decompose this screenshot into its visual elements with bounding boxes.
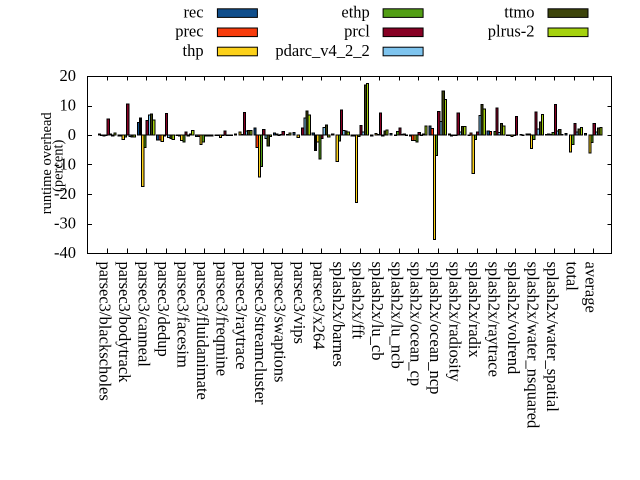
svg-text:splash2x/radix: splash2x/radix [465, 262, 484, 359]
svg-text:0: 0 [68, 125, 76, 144]
svg-text:parsec3/dedup: parsec3/dedup [154, 262, 173, 357]
svg-text:splash2x/water_nsquared: splash2x/water_nsquared [523, 262, 542, 430]
svg-text:parsec3/swaptions: parsec3/swaptions [271, 262, 290, 383]
svg-text:parsec3/x264: parsec3/x264 [310, 262, 329, 350]
svg-text:splash2x/water_spatial: splash2x/water_spatial [543, 262, 562, 413]
svg-text:parsec3/vips: parsec3/vips [290, 262, 309, 344]
svg-text:splash2x/radiosity: splash2x/radiosity [446, 262, 465, 383]
svg-text:splash2x/volrend: splash2x/volrend [504, 262, 523, 375]
svg-text:splash2x/raytrace: splash2x/raytrace [485, 262, 504, 377]
svg-text:average: average [582, 262, 601, 313]
svg-text:parsec3/freqmine: parsec3/freqmine [212, 262, 231, 377]
svg-text:pdarc_v4_2_2: pdarc_v4_2_2 [275, 41, 369, 60]
svg-text:-10: -10 [54, 154, 76, 173]
svg-text:parsec3/bodytrack: parsec3/bodytrack [115, 262, 134, 384]
svg-text:-30: -30 [54, 213, 76, 232]
svg-text:splash2x/fft: splash2x/fft [348, 262, 367, 340]
svg-text:20: 20 [60, 66, 77, 85]
svg-text:parsec3/canneal: parsec3/canneal [135, 262, 154, 368]
svg-text:splash2x/lu_ncb: splash2x/lu_ncb [387, 262, 406, 369]
svg-text:parsec3/blackscholes: parsec3/blackscholes [96, 262, 115, 401]
svg-text:runtime overhead: runtime overhead [39, 112, 55, 215]
svg-text:rec: rec [183, 3, 203, 22]
svg-text:splash2x/barnes: splash2x/barnes [329, 262, 348, 367]
svg-text:ttmo: ttmo [504, 3, 534, 22]
svg-text:prcl: prcl [344, 22, 370, 41]
svg-text:splash2x/ocean_cp: splash2x/ocean_cp [407, 262, 426, 387]
svg-text:splash2x/ocean_ncp: splash2x/ocean_ncp [426, 262, 445, 395]
svg-text:total: total [562, 262, 581, 292]
svg-text:parsec3/facesim: parsec3/facesim [173, 262, 192, 368]
svg-text:parsec3/fluidanimate: parsec3/fluidanimate [193, 262, 212, 400]
svg-text:parsec3/raytrace: parsec3/raytrace [232, 262, 251, 370]
svg-text:splash2x/lu_cb: splash2x/lu_cb [368, 262, 387, 361]
svg-text:(percent): (percent) [50, 139, 66, 191]
svg-text:ethp: ethp [341, 3, 369, 22]
svg-text:10: 10 [60, 95, 77, 114]
svg-text:-40: -40 [54, 243, 76, 262]
svg-text:prec: prec [175, 22, 203, 41]
svg-text:parsec3/streamcluster: parsec3/streamcluster [251, 262, 270, 405]
svg-text:plrus-2: plrus-2 [488, 22, 535, 41]
svg-text:-20: -20 [54, 184, 76, 203]
svg-text:thp: thp [183, 41, 204, 60]
